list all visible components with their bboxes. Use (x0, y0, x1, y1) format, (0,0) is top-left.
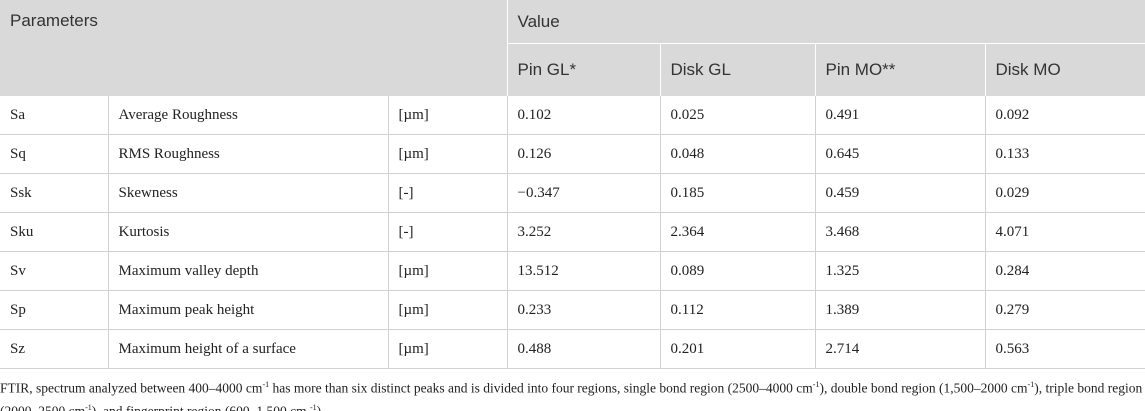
table-cell: 0.126 (506, 134, 660, 174)
table-cell: −0.347 (506, 173, 660, 213)
table-cell: 0.029 (984, 173, 1145, 213)
table-cell: 0.459 (814, 173, 985, 213)
table-cell: Sp (0, 290, 108, 330)
header-cell: Value (506, 0, 1145, 44)
table-cell: Ssk (0, 173, 108, 213)
superscript: -1 (85, 402, 92, 411)
superscript: -1 (310, 402, 317, 411)
table-cell: 0.279 (984, 290, 1145, 330)
table-cell: 2.364 (659, 212, 815, 252)
footnote-text: has more than six distinct peaks and is … (269, 380, 813, 396)
table-row: Sq RMS Roughness [µm] 0.126 0.048 0.645 0.133 (0, 134, 1145, 174)
table-cell: 0.025 (659, 96, 815, 135)
table-cell: RMS Roughness (107, 134, 388, 174)
table-cell: 0.488 (506, 329, 660, 369)
superscript: -1 (262, 380, 270, 389)
table-cell: 0.185 (659, 173, 815, 213)
table-cell: 4.071 (984, 212, 1145, 252)
header-cell: Parameters (0, 0, 507, 96)
table-cell: Sq (0, 134, 108, 174)
superscript: -1 (1027, 380, 1035, 389)
table-row: Sv Maximum valley depth [µm] 13.512 0.089 1.3… (0, 251, 1145, 291)
header-cell: Pin MO** (814, 43, 985, 96)
table-row: Ssk Skewness [-] −0.347 0.185 0.459 0.029 (0, 173, 1145, 213)
table-cell: Sz (0, 329, 108, 369)
table-cell: 0.284 (984, 251, 1145, 291)
table-cell: 0.133 (984, 134, 1145, 174)
table-row: Sku Kurtosis [-] 3.252 2.364 3.468 4.071 (0, 212, 1145, 252)
table-cell: 3.252 (506, 212, 660, 252)
table-cell: [µm] (387, 329, 507, 369)
table-cell: 0.092 (984, 96, 1145, 135)
table-cell: Sv (0, 251, 108, 291)
table-cell: 2.714 (814, 329, 985, 369)
footnote: FTIR, spectrum analyzed between 400–4000… (0, 369, 1145, 411)
table-cell: [µm] (387, 290, 507, 330)
table-cell: 1.325 (814, 251, 985, 291)
table-cell: 0.089 (659, 251, 815, 291)
footnote-text: ), double bond region (1,500–2000 cm (819, 380, 1028, 396)
table-cell: 1.389 (814, 290, 985, 330)
table-cell: 0.491 (814, 96, 985, 135)
table-cell: 0.112 (659, 290, 815, 330)
header-cell: Disk GL (659, 43, 815, 96)
table-cell: Skewness (107, 173, 388, 213)
header-cell: Disk MO (984, 43, 1145, 96)
table-cell: 0.102 (506, 96, 660, 135)
table-cell: 0.233 (506, 290, 660, 330)
table-cell: 0.563 (984, 329, 1145, 369)
table-cell: Maximum height of a surface (107, 329, 388, 369)
data-table: Parameters Value Pin GL* Disk GL Pin MO** D… (0, 0, 1145, 369)
footnote-text: ), triple bond region (2000–2500 cm (0, 380, 1143, 411)
table-cell: [µm] (387, 251, 507, 291)
footnote-text: FTIR, spectrum analyzed between 400–4000… (0, 380, 263, 396)
table-cell: Average Roughness (107, 96, 388, 135)
table-cell: Maximum valley depth (107, 251, 388, 291)
table-cell: [-] (387, 212, 507, 252)
table-row: Sp Maximum peak height [µm] 0.233 0.112 1.389… (0, 290, 1145, 330)
table-cell: 13.512 (506, 251, 660, 291)
superscript: -1 (812, 380, 820, 389)
table-cell: 3.468 (814, 212, 985, 252)
table-row: Sa Average Roughness [µm] 0.102 0.025 0.491 0.… (0, 96, 1145, 135)
table-cell: [µm] (387, 96, 507, 135)
table-cell: Sku (0, 212, 108, 252)
table-cell: Sa (0, 96, 108, 135)
header-cell: Pin GL* (506, 43, 660, 96)
table-cell: 0.201 (659, 329, 815, 369)
table-cell: [µm] (387, 134, 507, 174)
footnote-text: ), and fingerprint region (600–1,500 cm (91, 403, 310, 411)
table-row: Sz Maximum height of a surface [µm] 0.488 0.… (0, 329, 1145, 369)
footnote-text: ). (316, 403, 325, 411)
table-cell: [-] (387, 173, 507, 213)
table-cell: 0.645 (814, 134, 985, 174)
table-cell: 0.048 (659, 134, 815, 174)
table-cell: Kurtosis (107, 212, 388, 252)
table-cell: Maximum peak height (107, 290, 388, 330)
